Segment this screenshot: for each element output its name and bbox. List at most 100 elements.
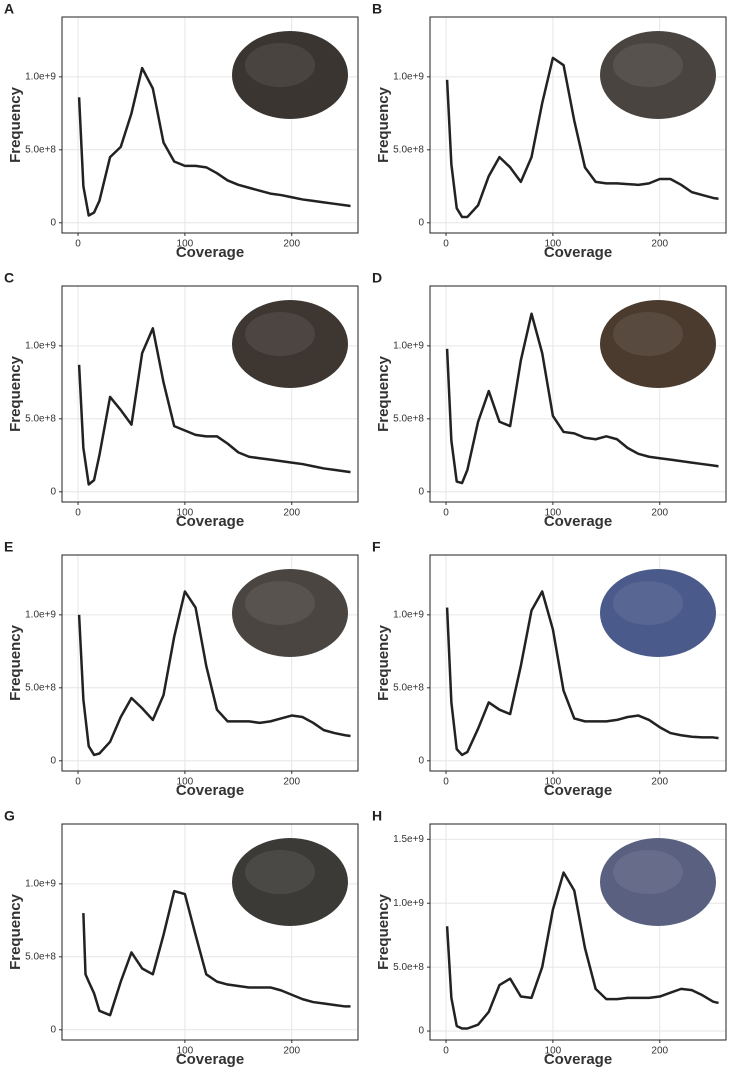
y-tick-label: 5.0e+8 xyxy=(25,413,56,424)
panel: E 0 5.0e+8 1.0e+9 0 100 200 Coverage Frequency xyxy=(4,539,359,799)
x-tick-label: 100 xyxy=(545,239,562,250)
data-line xyxy=(445,56,719,219)
x-tick-label: 100 xyxy=(177,777,194,788)
y-tick-label: 1.0e+9 xyxy=(25,71,56,82)
data-line xyxy=(77,66,351,217)
shell-highlight xyxy=(245,312,315,356)
x-tick-label: 200 xyxy=(651,239,668,250)
shell-photo xyxy=(600,300,716,388)
y-tick-label: 0 xyxy=(50,755,56,766)
panel-label: G xyxy=(4,808,15,824)
panel: C 0 5.0e+8 1.0e+9 0 100 200 Coverage Frequency xyxy=(4,270,359,530)
data-line xyxy=(445,871,719,1030)
x-axis-title: Coverage xyxy=(544,513,612,530)
x-tick-label: 100 xyxy=(545,777,562,788)
x-tick-label: 0 xyxy=(75,508,81,519)
x-axis-title: Coverage xyxy=(176,1051,244,1068)
y-tick-label: 1.0e+9 xyxy=(393,71,424,82)
y-axis-title: Frequency xyxy=(7,893,24,970)
x-tick-label: 0 xyxy=(75,777,81,788)
x-tick-label: 200 xyxy=(651,1046,668,1057)
shell-photo xyxy=(232,569,348,657)
x-tick-label: 0 xyxy=(443,239,449,250)
x-tick-label: 0 xyxy=(443,508,449,519)
panel: H 0 5.0e+8 1.0e+9 1.5e+9 0 100 200 Coverage Frequ… xyxy=(372,808,727,1068)
y-tick-label: 1.5e+9 xyxy=(393,834,424,845)
y-axis-title: Frequency xyxy=(375,355,392,432)
panel: G 0 5.0e+8 1.0e+9 100 200 Coverage Frequency xyxy=(4,808,359,1068)
shell-highlight xyxy=(613,312,683,356)
x-tick-label: 200 xyxy=(283,777,300,788)
data-line xyxy=(77,590,351,757)
shell-photo xyxy=(232,300,348,388)
plot-border xyxy=(61,285,359,503)
data-line xyxy=(82,889,351,1017)
panel-label: B xyxy=(372,1,382,17)
y-tick-label: 0 xyxy=(418,486,424,497)
panel-label: F xyxy=(372,539,381,555)
x-tick-label: 100 xyxy=(545,508,562,519)
x-tick-label: 0 xyxy=(443,777,449,788)
panel-label: D xyxy=(372,270,382,286)
y-tick-label: 1.0e+9 xyxy=(25,878,56,889)
panel: B 0 5.0e+8 1.0e+9 0 100 200 Coverage Frequency xyxy=(372,1,727,261)
shell-photo xyxy=(600,31,716,119)
y-tick-label: 0 xyxy=(418,217,424,228)
panel-label: C xyxy=(4,270,14,286)
x-axis-title: Coverage xyxy=(176,244,244,261)
y-tick-label: 5.0e+8 xyxy=(25,144,56,155)
y-tick-label: 0 xyxy=(418,755,424,766)
y-axis-title: Frequency xyxy=(7,355,24,432)
x-axis-title: Coverage xyxy=(544,1051,612,1068)
y-tick-label: 1.0e+9 xyxy=(393,340,424,351)
y-axis-title: Frequency xyxy=(375,893,392,970)
plot-border xyxy=(61,554,359,772)
x-tick-label: 100 xyxy=(545,1046,562,1057)
x-tick-label: 200 xyxy=(283,508,300,519)
y-tick-label: 5.0e+8 xyxy=(393,144,424,155)
panel-label: A xyxy=(4,1,14,17)
y-tick-label: 5.0e+8 xyxy=(393,962,424,973)
shell-highlight xyxy=(245,581,315,625)
data-line xyxy=(445,312,719,485)
y-axis-title: Frequency xyxy=(375,624,392,701)
y-tick-label: 1.0e+9 xyxy=(393,898,424,909)
y-tick-label: 5.0e+8 xyxy=(25,682,56,693)
y-tick-label: 5.0e+8 xyxy=(393,413,424,424)
panel: A 0 5.0e+8 1.0e+9 0 100 200 Coverage Frequency xyxy=(4,1,359,261)
x-tick-label: 200 xyxy=(283,1046,300,1057)
x-tick-label: 100 xyxy=(177,1046,194,1057)
y-axis-title: Frequency xyxy=(7,624,24,701)
y-tick-label: 0 xyxy=(418,1026,424,1037)
panel: F 0 5.0e+8 1.0e+9 0 100 200 Coverage Frequency xyxy=(372,539,727,799)
shell-highlight xyxy=(613,43,683,87)
x-tick-label: 100 xyxy=(177,239,194,250)
x-tick-label: 200 xyxy=(651,508,668,519)
x-tick-label: 200 xyxy=(651,777,668,788)
y-tick-label: 5.0e+8 xyxy=(393,682,424,693)
x-tick-label: 0 xyxy=(75,239,81,250)
x-tick-label: 100 xyxy=(177,508,194,519)
y-tick-label: 1.0e+9 xyxy=(25,609,56,620)
shell-photo xyxy=(600,838,716,926)
y-tick-label: 1.0e+9 xyxy=(25,340,56,351)
shell-photo xyxy=(232,31,348,119)
x-axis-title: Coverage xyxy=(176,513,244,530)
shell-highlight xyxy=(245,850,315,894)
shell-photo xyxy=(600,569,716,657)
y-tick-label: 0 xyxy=(50,1024,56,1035)
x-axis-title: Coverage xyxy=(176,782,244,799)
panel-label: E xyxy=(4,539,13,555)
x-tick-label: 200 xyxy=(283,239,300,250)
shell-highlight xyxy=(245,43,315,87)
plot-border xyxy=(61,823,359,1041)
plot-border xyxy=(429,16,727,234)
plot-border xyxy=(61,16,359,234)
plot-border xyxy=(429,554,727,772)
y-axis-title: Frequency xyxy=(7,86,24,163)
panel: D 0 5.0e+8 1.0e+9 0 100 200 Coverage Frequency xyxy=(372,270,727,530)
plot-border xyxy=(429,285,727,503)
x-tick-label: 0 xyxy=(443,1046,449,1057)
data-line xyxy=(445,590,719,757)
